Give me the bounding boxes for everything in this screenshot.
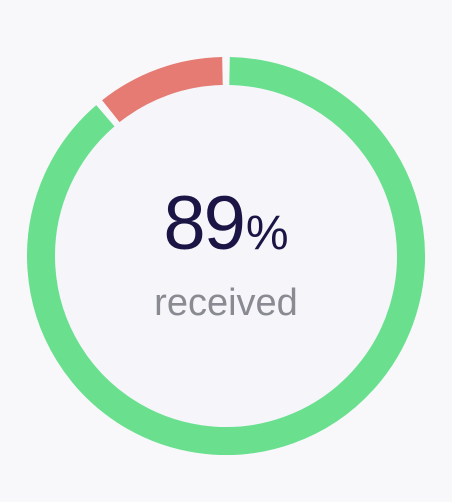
gauge-value: 89 xyxy=(163,181,246,266)
gauge-inner-disc xyxy=(54,84,398,428)
gauge-value-line: 89% xyxy=(0,180,452,270)
gauge-arc-missing xyxy=(102,57,224,123)
gauge-unit: % xyxy=(245,207,289,260)
gauge-arc-received xyxy=(27,57,425,455)
gauge-label: received xyxy=(154,282,298,324)
